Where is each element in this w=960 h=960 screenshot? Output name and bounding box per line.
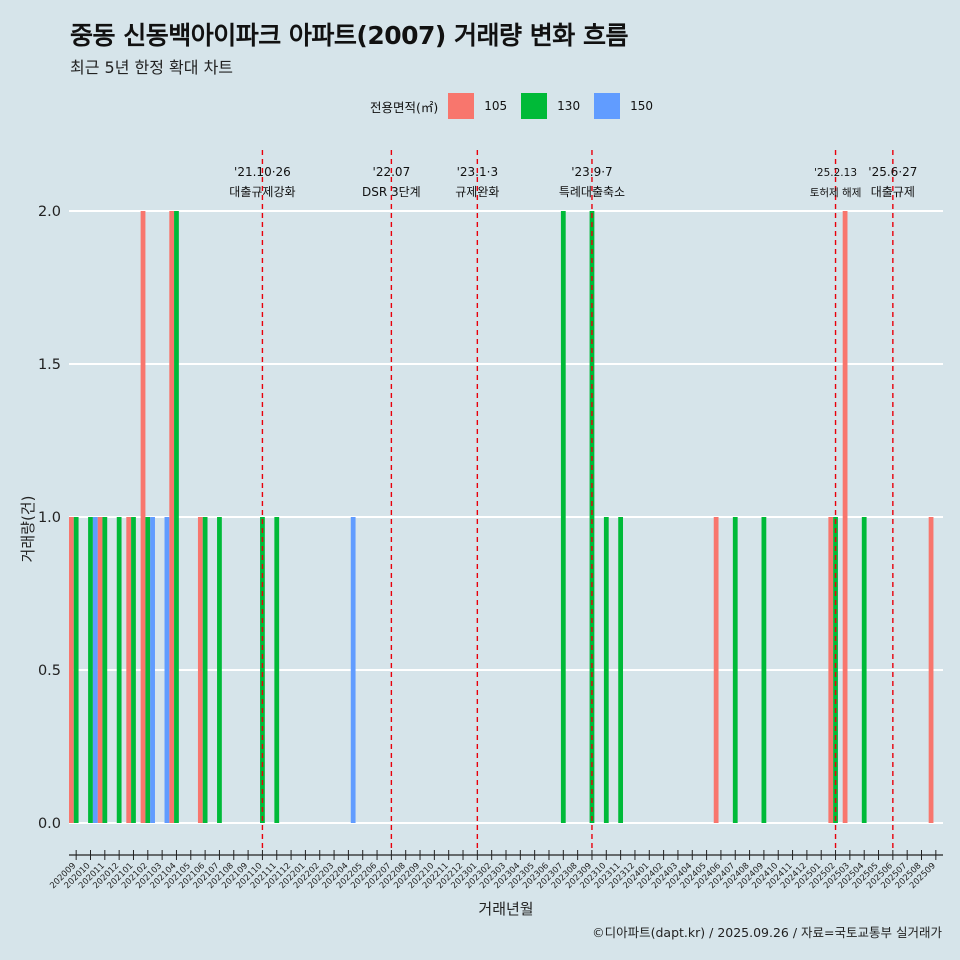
bar-105-202104: [169, 211, 175, 823]
bar-105-202503: [842, 211, 848, 823]
bar-130-202107: [217, 517, 222, 823]
bar-130-202012: [116, 517, 122, 823]
bar-150-202103: [164, 517, 170, 823]
event-date: '21.10·26: [234, 165, 291, 179]
bar-130-202502: [833, 517, 838, 823]
event-date: '22.07: [373, 165, 411, 179]
legend-key-150: [594, 93, 621, 119]
chart-subtitle: 최근 5년 한정 확대 차트: [70, 58, 234, 77]
bar-105-202009: [69, 517, 74, 823]
legend: 전용면적(㎡) 105 130 150: [370, 93, 667, 119]
event-date: '25.6·27: [868, 165, 917, 179]
bar-130-202504: [861, 517, 867, 823]
event-label: 대출규제강화: [229, 185, 295, 199]
bar-130-202311: [618, 517, 624, 823]
bar-130-202309: [589, 211, 595, 823]
bar-130-202407: [732, 517, 738, 823]
source-caption: ©디아파트(dapt.kr) / 2025.09.26 / 자료=국토교통부 실…: [592, 925, 942, 940]
bar-130-202110: [260, 517, 265, 823]
bar-130-202104: [174, 211, 179, 823]
x-axis-title: 거래년월: [478, 900, 533, 918]
legend-label-150: 150: [630, 99, 653, 113]
bar-130-202102: [145, 517, 151, 823]
event-label: 특례대출축소: [559, 185, 625, 199]
bar-130-202009: [73, 517, 79, 823]
event-date: '25.2.13: [814, 167, 857, 179]
event-label: 대출규제: [871, 185, 915, 199]
legend-label-130: 130: [557, 99, 581, 113]
bar-150-202204: [350, 517, 356, 823]
chart-title: 중동 신동백아이파크 아파트(2007) 거래량 변화 흐름: [70, 21, 628, 50]
bar-130-202307: [560, 211, 566, 823]
y-tick-label: 0.0: [38, 816, 61, 832]
legend-key-130: [521, 93, 548, 119]
y-tick-label: 0.5: [38, 663, 61, 679]
legend-key-105: [448, 93, 475, 119]
bar-105-202406: [713, 517, 719, 823]
bar-130-202101: [131, 517, 136, 823]
bar-130-202010: [88, 517, 93, 823]
bar-105-202102: [140, 211, 146, 823]
y-axis-title: 거래량(건): [19, 496, 37, 563]
event-date: '23.9·7: [571, 165, 612, 179]
event-label: 규제완화: [455, 185, 499, 199]
legend-title: 전용면적(㎡): [370, 99, 439, 115]
y-tick-label: 1.0: [38, 510, 61, 526]
bar-130-202310: [603, 517, 609, 823]
bar-105-202106: [197, 517, 203, 823]
bar-130-202409: [761, 517, 767, 823]
bar-130-202111: [274, 517, 280, 823]
bar-105-202502: [828, 517, 834, 823]
legend-label-105: 105: [484, 99, 508, 113]
event-label: 토허제 해제: [810, 186, 862, 199]
bar-130-202011: [102, 517, 108, 823]
bar-105-202509: [928, 517, 934, 823]
bar-105-202011: [97, 517, 103, 823]
bar-150-202102: [150, 517, 155, 823]
y-tick-label: 2.0: [38, 204, 61, 220]
bar-130-202106: [202, 517, 208, 823]
y-tick-label: 1.5: [38, 357, 61, 373]
bar-150-202010: [92, 517, 98, 823]
event-label: DSR 3단계: [362, 185, 421, 199]
bar-105-202101: [126, 517, 132, 823]
event-date: '23.1·3: [457, 165, 498, 179]
